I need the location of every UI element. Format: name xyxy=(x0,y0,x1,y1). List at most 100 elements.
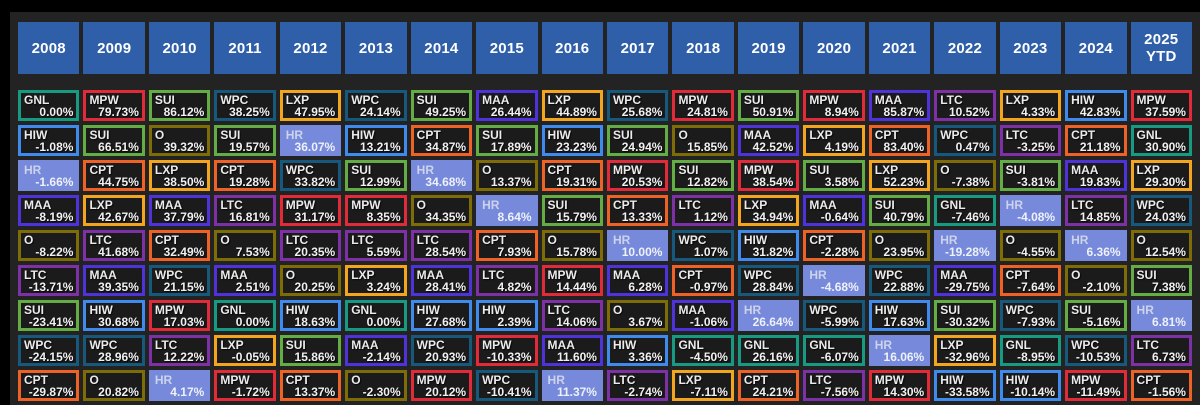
ticker-label: HIW xyxy=(89,303,113,317)
ticker-label: MAA xyxy=(743,128,772,142)
ticker-label: LTC xyxy=(220,198,243,212)
cell-2019-HIW: HIW 31.82% xyxy=(737,230,800,261)
cell-2022-GNL: GNL -7.46% xyxy=(934,195,996,226)
cell-2015-O: O 13.37% xyxy=(476,160,538,191)
cell-2018-WPC: WPC 1.07% xyxy=(672,230,734,261)
ticker-label: SUI xyxy=(154,93,175,107)
ticker-label: HR xyxy=(743,303,762,317)
ticker-label: LTC xyxy=(809,373,832,387)
cell-2008-CPT: CPT -29.87% xyxy=(18,370,80,401)
ticker-label: O xyxy=(285,268,296,282)
return-value: -7.46% xyxy=(951,210,990,224)
cell-2015-CPT: CPT 7.93% xyxy=(476,230,538,261)
ticker-label: CPT xyxy=(285,373,310,387)
cell-2017-MPW: MPW 20.53% xyxy=(606,160,669,191)
cell-2022-SUI: SUI -30.32% xyxy=(934,300,996,331)
cell-2021-MPW: MPW 14.30% xyxy=(868,370,931,401)
return-value: 16.06% xyxy=(883,350,925,364)
return-value: 15.79% xyxy=(556,210,597,224)
ticker-label: O xyxy=(24,233,34,247)
return-value: 7.53% xyxy=(235,245,270,259)
cell-2024-MAA: MAA 19.83% xyxy=(1065,160,1127,191)
cell-2023-CPT: CPT -7.64% xyxy=(999,265,1062,296)
cell-2015-HR: HR 8.64% xyxy=(476,195,538,226)
ticker-label: SUI xyxy=(678,163,699,177)
ticker-label: SUI xyxy=(1005,163,1026,177)
return-value: 36.07% xyxy=(294,140,336,154)
ticker-label: WPC xyxy=(809,303,838,317)
cell-2022-LXP: LXP -32.96% xyxy=(934,335,996,366)
return-value: 31.82% xyxy=(752,245,794,259)
ticker-label: HIW xyxy=(547,128,571,142)
ticker-label: LTC xyxy=(482,268,505,282)
ticker-label: O xyxy=(416,198,426,212)
return-value: 11.37% xyxy=(556,385,597,399)
return-value: -1.06% xyxy=(689,315,728,329)
return-value: -13.71% xyxy=(28,280,74,294)
return-value: 23.23% xyxy=(556,140,597,154)
cell-2025-WPC: WPC 24.03% xyxy=(1130,195,1192,226)
ticker-label: HIW xyxy=(482,303,506,317)
cell-2017-HIW: HIW 3.36% xyxy=(606,335,669,366)
ticker-label: MPW xyxy=(482,338,512,352)
ticker-label: HIW xyxy=(940,373,964,387)
cell-2024-SUI: SUI -5.16% xyxy=(1065,300,1127,331)
cell-2017-MAA: MAA 6.28% xyxy=(606,265,669,296)
return-value: 20.25% xyxy=(294,280,336,294)
ticker-label: MAA xyxy=(482,93,510,107)
year-header-2016: 2016 xyxy=(541,22,603,74)
cell-2008-MAA: MAA -8.19% xyxy=(18,195,80,226)
ticker-label: CPT xyxy=(89,163,114,177)
ticker-label: WPC xyxy=(940,128,969,142)
cell-2020-SUI: SUI 3.58% xyxy=(803,160,865,191)
ticker-label: MPW xyxy=(874,373,905,387)
cell-2025-CPT: CPT -1.56% xyxy=(1130,370,1192,401)
return-value: -10.41% xyxy=(486,385,532,399)
return-value: -2.30% xyxy=(362,385,401,399)
return-value: -10.14% xyxy=(1010,385,1056,399)
returns-heatmap-panel: 2008 2009 2010 2011 2012 2013 2014 2015 2016 2017… xyxy=(10,12,1200,405)
return-value: 18.63% xyxy=(294,315,336,329)
cell-2008-O: O -8.22% xyxy=(18,230,80,261)
ticker-label: CPT xyxy=(416,128,441,142)
ticker-label: MPW xyxy=(89,93,119,107)
return-value: 13.33% xyxy=(621,210,663,224)
return-value: 7.93% xyxy=(497,245,532,259)
cell-2011-SUI: SUI 19.57% xyxy=(214,125,276,156)
cell-2018-GNL: GNL -4.50% xyxy=(672,335,734,366)
return-value: -0.97% xyxy=(689,280,728,294)
ticker-label: LXP xyxy=(743,198,768,212)
cell-2014-HIW: HIW 27.68% xyxy=(410,300,473,331)
year-header-2009: 2009 xyxy=(83,22,145,74)
cell-2023-LTC: LTC -3.25% xyxy=(999,125,1062,156)
ticker-label: O xyxy=(154,128,165,142)
cell-2021-MAA: MAA 85.87% xyxy=(868,90,931,121)
ticker-label: MAA xyxy=(678,303,706,317)
year-header-2018: 2018 xyxy=(672,22,734,74)
cell-2024-MPW: MPW -11.49% xyxy=(1065,370,1127,401)
cell-2012-WPC: WPC 33.82% xyxy=(279,160,342,191)
ticker-label: MPW xyxy=(612,163,643,177)
ticker-label: CPT xyxy=(612,198,637,212)
return-value: -8.19% xyxy=(35,210,74,224)
cell-2021-SUI: SUI 40.79% xyxy=(868,195,931,226)
cell-2013-LTC: LTC 5.59% xyxy=(345,230,407,261)
cell-2011-MPW: MPW -1.72% xyxy=(214,370,276,401)
ticker-label: MAA xyxy=(416,268,444,282)
cell-2021-WPC: WPC 22.88% xyxy=(868,265,931,296)
cell-2009-CPT: CPT 44.75% xyxy=(83,160,145,191)
return-value: 39.35% xyxy=(98,280,139,294)
cell-2008-GNL: GNL 0.00% xyxy=(18,90,80,121)
ticker-label: LTC xyxy=(1136,338,1159,352)
ticker-label: CPT xyxy=(482,233,507,247)
cell-2012-O: O 20.25% xyxy=(279,265,342,296)
return-value: 42.52% xyxy=(752,140,794,154)
ticker-label: LXP xyxy=(1005,93,1029,107)
returns-grid: GNL 0.00% MPW 79.73% SUI 86.12% WPC 38.25% LXP 47… xyxy=(18,90,1192,401)
ticker-label: O xyxy=(1136,233,1146,247)
return-value: 0.47% xyxy=(955,140,990,154)
ticker-label: HIW xyxy=(351,128,375,142)
ticker-label: WPC xyxy=(89,338,118,352)
cell-2013-GNL: GNL 0.00% xyxy=(345,300,407,331)
cell-2016-MPW: MPW 14.44% xyxy=(541,265,603,296)
